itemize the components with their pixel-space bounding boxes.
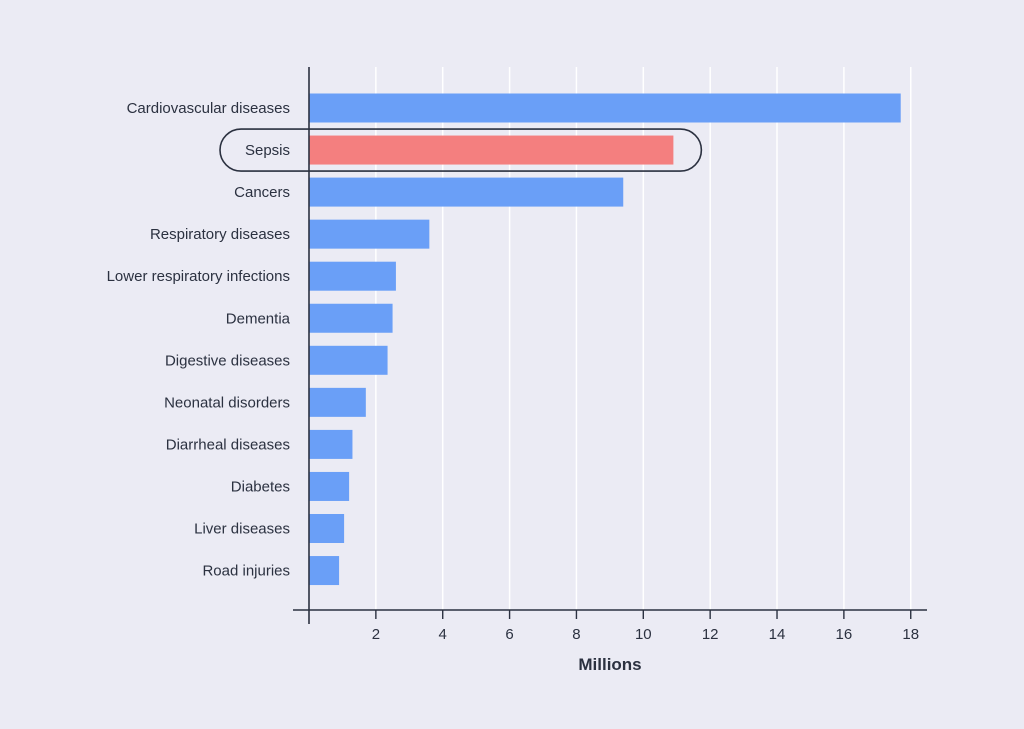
axes — [293, 67, 927, 624]
x-tick-label: 4 — [439, 626, 447, 643]
bar — [309, 514, 345, 543]
x-tick-label: 16 — [836, 626, 853, 643]
x-tick-label: 18 — [902, 626, 919, 643]
highlight-layer — [219, 128, 703, 172]
bar — [309, 556, 340, 586]
x-tick-label: 12 — [702, 626, 719, 643]
x-axis-title: Millions — [578, 655, 641, 674]
bar — [309, 219, 430, 249]
bar — [309, 261, 396, 291]
x-tick-label: 6 — [505, 626, 513, 643]
category-label: Sepsis — [245, 142, 290, 159]
highlight-outline — [219, 128, 703, 172]
bar — [309, 303, 393, 333]
x-tick-label: 8 — [572, 626, 580, 643]
category-label: Dementia — [226, 310, 291, 327]
category-label: Liver diseases — [194, 521, 290, 538]
bar — [309, 387, 366, 417]
category-label: Road injuries — [202, 563, 290, 580]
category-label: Lower respiratory infections — [107, 268, 290, 285]
x-tick-label: 14 — [769, 626, 786, 643]
bar — [309, 429, 353, 459]
tick-labels: 2 4 6 8 10 12 14 16 18 — [372, 610, 919, 643]
x-tick-label: 2 — [372, 626, 380, 643]
category-label: Diarrheal diseases — [166, 436, 290, 453]
x-tick-label: 10 — [635, 626, 652, 643]
bars — [309, 93, 901, 586]
category-label: Respiratory diseases — [150, 226, 290, 243]
category-labels: Cardiovascular diseases Sepsis Cancers Resp… — [107, 100, 291, 580]
category-label: Neonatal disorders — [164, 394, 290, 411]
bar — [309, 93, 901, 123]
bar — [309, 135, 674, 165]
category-label: Cancers — [234, 184, 290, 201]
category-label: Digestive diseases — [165, 352, 290, 369]
category-label: Cardiovascular diseases — [127, 100, 290, 117]
bar — [309, 345, 388, 375]
bar — [309, 177, 624, 207]
category-label: Diabetes — [231, 478, 290, 495]
bar — [309, 471, 350, 501]
